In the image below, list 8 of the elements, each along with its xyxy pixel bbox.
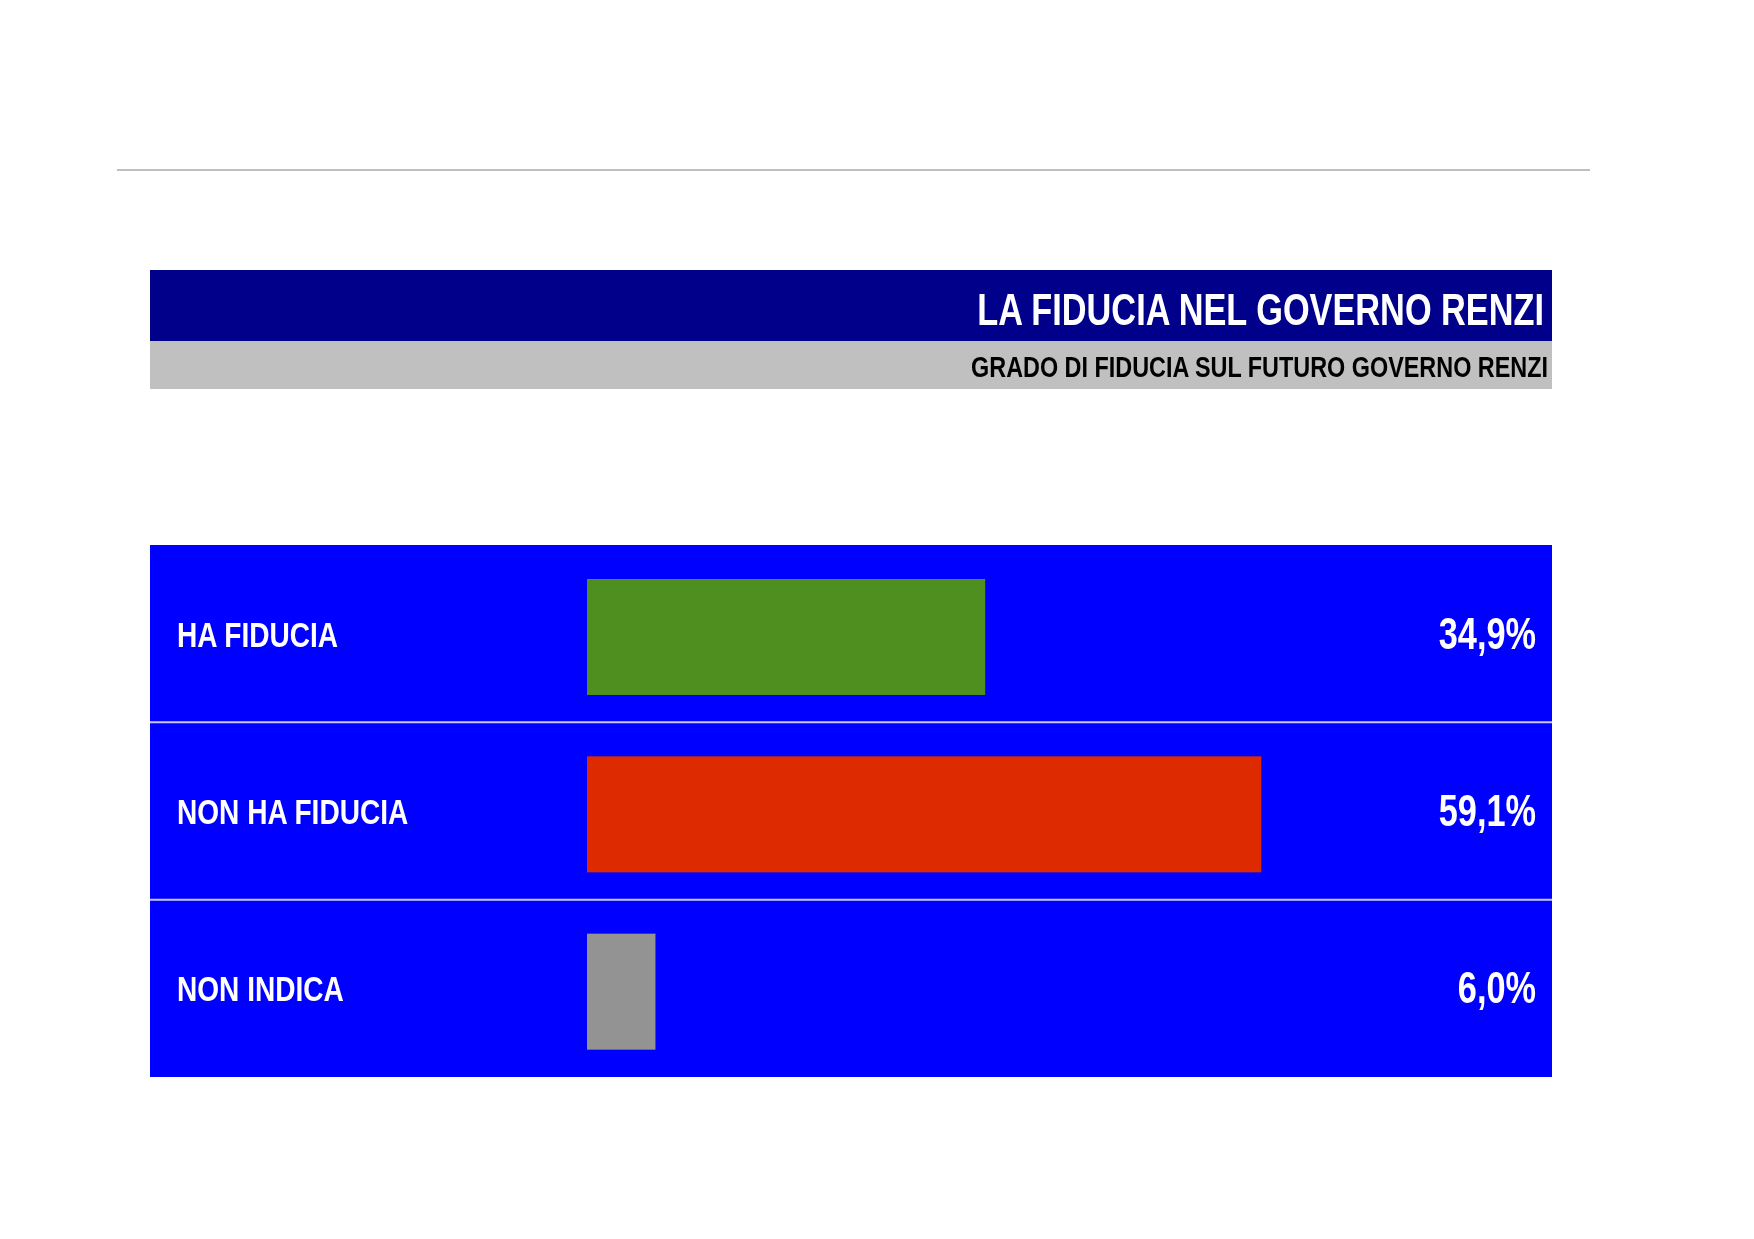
chart-subtitle: GRADO DI FIDUCIA SUL FUTURO GOVERNO RENZI: [971, 350, 1548, 384]
y-tick-label: NON INDICA: [177, 969, 344, 1010]
chart-title: LA FIDUCIA NEL GOVERNO RENZI: [977, 284, 1544, 334]
data-label: 34,9%: [1438, 608, 1536, 658]
data-label: 59,1%: [1438, 785, 1536, 835]
data-label: 6,0%: [1457, 963, 1536, 1013]
y-tick-label: NON HA FIDUCIA: [177, 791, 409, 832]
y-tick-label: HA FIDUCIA: [177, 614, 339, 655]
